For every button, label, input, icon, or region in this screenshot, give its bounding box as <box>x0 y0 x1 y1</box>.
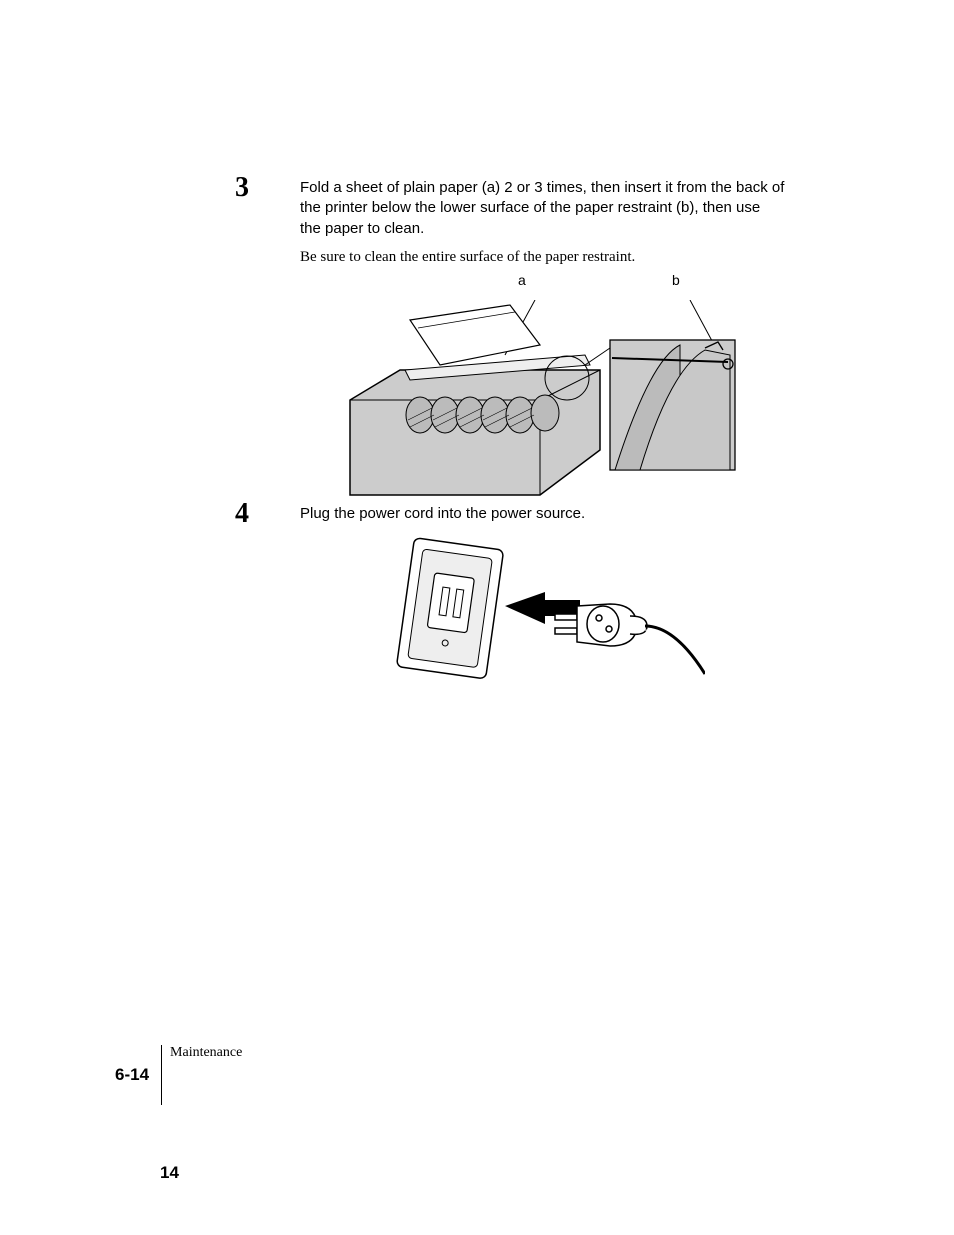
step-4-text: Plug the power cord into the power sourc… <box>265 504 785 524</box>
footer-separator <box>161 1045 162 1105</box>
figure-labels: a b <box>265 272 785 290</box>
step-3: 3 Fold a sheet of plain paper (a) 2 or 3… <box>265 178 785 500</box>
footer: 6-14 Maintenance <box>115 1045 242 1105</box>
figure-step-3 <box>310 300 740 500</box>
label-a: a <box>518 272 526 288</box>
step-4: 4 Plug the power cord into the power sou… <box>265 504 785 694</box>
step-number-4: 4 <box>235 498 249 530</box>
footer-section-title: Maintenance <box>170 1045 242 1061</box>
figure-step-4 <box>345 534 705 694</box>
footer-page-number: 6-14 <box>115 1065 159 1085</box>
step-3-note: Be sure to clean the entire surface of t… <box>265 249 785 266</box>
step-number-3: 3 <box>235 172 249 204</box>
bottom-page-number: 14 <box>160 1163 179 1183</box>
label-b: b <box>672 272 680 288</box>
step-3-text: Fold a sheet of plain paper (a) 2 or 3 t… <box>265 178 785 239</box>
page: 3 Fold a sheet of plain paper (a) 2 or 3… <box>0 0 954 1235</box>
